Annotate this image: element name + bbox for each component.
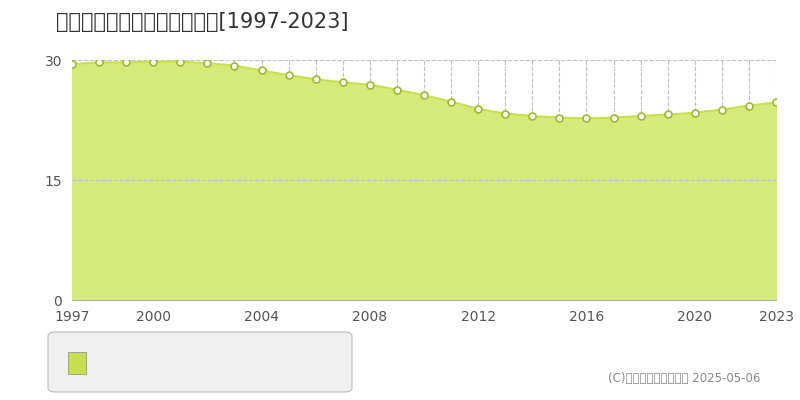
Text: 基準地価　平均坪単価(万円/坪): 基準地価 平均坪単価(万円/坪) (98, 355, 222, 369)
Text: (C)土地価格ドットコム 2025-05-06: (C)土地価格ドットコム 2025-05-06 (608, 372, 760, 384)
Text: 宮崎市江平東　基準地価推移[1997-2023]: 宮崎市江平東 基準地価推移[1997-2023] (56, 12, 349, 32)
